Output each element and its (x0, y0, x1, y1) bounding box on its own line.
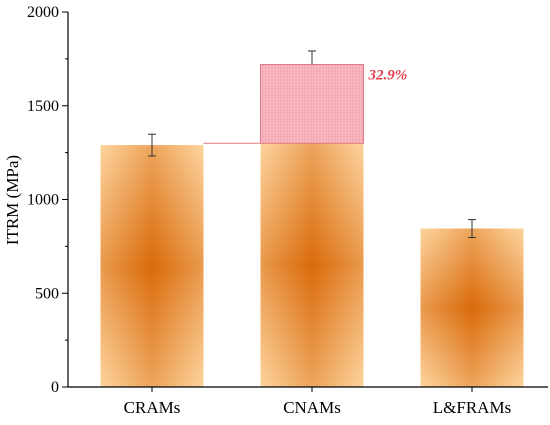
y-tick-label: 500 (35, 285, 59, 302)
x-tick-label: L&FRAMs (433, 398, 511, 417)
bar-cnams (260, 143, 364, 387)
x-tick-label: CNAMs (283, 398, 341, 417)
bar-shade (100, 145, 204, 387)
y-axis-label: ITRM (MPa) (3, 155, 22, 245)
y-tick-label: 1000 (27, 192, 59, 209)
bar-shade (420, 228, 524, 387)
y-tick-label: 1500 (27, 98, 59, 115)
x-tick-label: CRAMs (124, 398, 181, 417)
y-tick-label: 0 (51, 379, 59, 396)
bar-shade (260, 143, 364, 387)
increment-label: 32.9% (368, 68, 408, 84)
bars-layer: 32.9% (100, 50, 524, 387)
axes-layer: 0 500 1000 1500 2000 CRAMs CNAMs L&FRAMs (27, 4, 548, 417)
bar-crams (100, 133, 204, 387)
increment-bar (260, 64, 364, 144)
y-tick-label: 2000 (27, 4, 59, 21)
bar-l-frams (420, 219, 524, 387)
